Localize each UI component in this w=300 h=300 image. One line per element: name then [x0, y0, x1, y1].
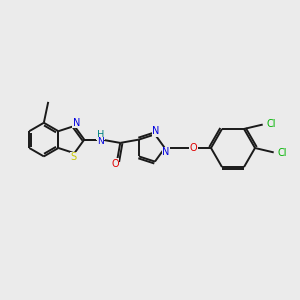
- Text: N: N: [152, 126, 160, 136]
- Text: N: N: [73, 118, 80, 128]
- Text: Cl: Cl: [267, 118, 276, 128]
- Text: O: O: [190, 143, 197, 153]
- Text: Cl: Cl: [278, 148, 287, 158]
- Text: O: O: [111, 159, 119, 169]
- Text: N: N: [97, 137, 104, 146]
- Text: S: S: [70, 152, 76, 162]
- Text: N: N: [162, 147, 169, 157]
- Text: H: H: [97, 130, 104, 140]
